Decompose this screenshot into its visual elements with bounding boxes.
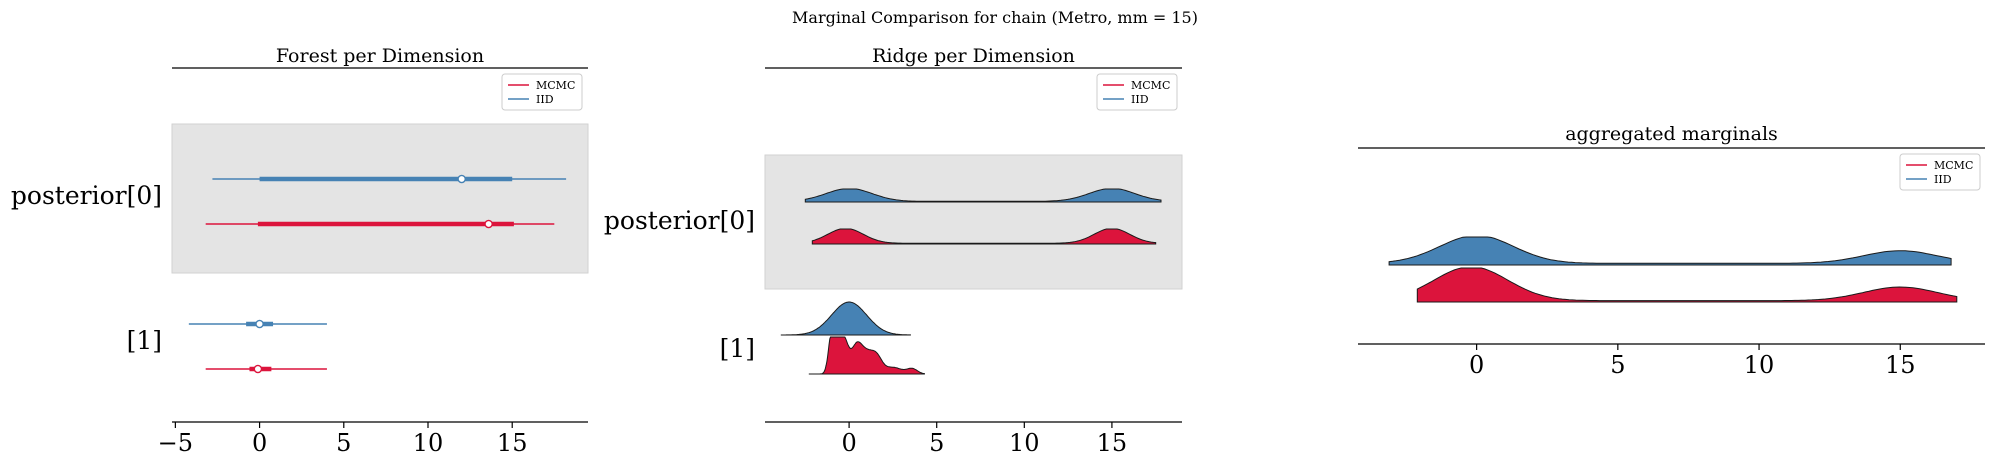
iid-density — [780, 301, 911, 336]
x-tick-label: 15 — [1097, 429, 1128, 457]
legend-label-mcmc: MCMC — [536, 79, 575, 92]
iid-density — [804, 188, 1162, 203]
y-tick-label: [1] — [720, 334, 755, 363]
x-tick-label: 5 — [929, 429, 944, 457]
y-tick-label: posterior[0] — [604, 206, 755, 235]
panel-1: Forest per Dimension −5 0 5 10 15 posterior[0]… — [11, 45, 589, 457]
legend-label-mcmc: MCMC — [1131, 79, 1170, 92]
x-tick-label: 10 — [413, 429, 444, 457]
legend-box — [501, 73, 583, 111]
x-tick-label: 0 — [841, 429, 856, 457]
y-tick-label: [1] — [127, 326, 162, 355]
x-tick-label: 5 — [1610, 351, 1625, 379]
mcmc-density — [808, 336, 925, 375]
x-tick-label: 10 — [1009, 429, 1040, 457]
mcmc-interval-median — [484, 219, 493, 229]
legend-label-iid: IID — [536, 93, 554, 106]
panel-title: Ridge per Dimension — [872, 45, 1075, 67]
mcmc-density — [1416, 267, 1958, 303]
x-tick-label: 15 — [497, 429, 528, 457]
legend-box — [1899, 153, 1981, 191]
panel-2: Ridge per Dimension 0 5 10 15 posterior[0] [1]… — [604, 45, 1183, 457]
legend-box — [1096, 73, 1178, 111]
x-tick-label: 15 — [1885, 351, 1916, 379]
panel-title: Forest per Dimension — [276, 45, 484, 67]
iid-density — [1388, 236, 1952, 266]
x-tick-label: 10 — [1744, 351, 1775, 379]
panel-title: aggregated marginals — [1565, 123, 1778, 145]
x-tick-label: 5 — [336, 429, 351, 457]
legend-label-iid: IID — [1131, 93, 1149, 106]
mcmc-interval-median — [253, 364, 263, 374]
row-band — [171, 123, 589, 274]
legend-label-iid: IID — [1934, 173, 1952, 186]
mcmc-density — [811, 228, 1157, 245]
x-tick-label: 0 — [252, 429, 267, 457]
iid-interval-median — [457, 174, 466, 184]
iid-interval-median — [255, 319, 264, 329]
y-tick-label: posterior[0] — [11, 181, 162, 210]
row-band — [764, 154, 1183, 290]
x-tick-label: −5 — [158, 429, 193, 457]
figure-title: Marginal Comparison for chain (Metro, mm… — [792, 8, 1198, 27]
x-tick-label: 0 — [1469, 351, 1484, 379]
legend-label-mcmc: MCMC — [1934, 159, 1973, 172]
